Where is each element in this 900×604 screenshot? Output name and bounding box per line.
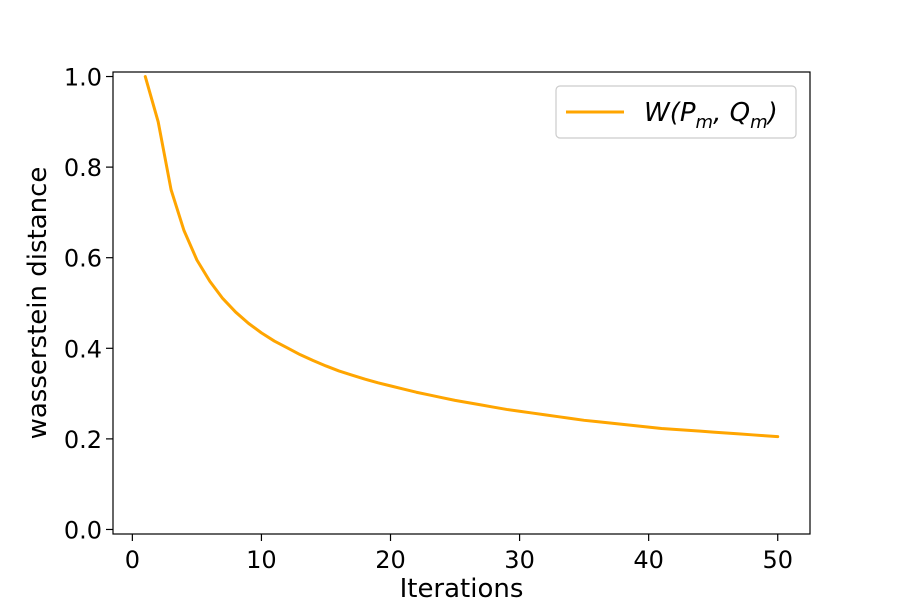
y-tick-label: 0.6 [64, 245, 102, 273]
y-tick-label: 0.2 [64, 426, 102, 454]
x-axis-label: Iterations [400, 574, 524, 600]
y-axis-label: wasserstein distance [23, 167, 53, 440]
legend: W(Pm, Qm) [555, 85, 797, 139]
x-axis-ticks: 0 10 20 30 40 50 [125, 534, 793, 574]
legend-box [555, 85, 797, 139]
x-tick-label: 10 [246, 546, 277, 574]
x-tick-label: 20 [375, 546, 406, 574]
x-tick-label: 50 [762, 546, 793, 574]
x-tick-label: 40 [633, 546, 664, 574]
y-tick-label: 0.4 [64, 335, 102, 363]
y-tick-label: 1.0 [64, 64, 102, 92]
legend-label: W(Pm, Qm) [644, 98, 778, 133]
plot-frame [112, 71, 811, 535]
plot-area [113, 72, 810, 534]
series-line [143, 75, 780, 439]
y-axis-ticks: 0.0 0.2 0.4 0.6 0.8 1.0 [64, 64, 113, 544]
y-tick-label: 0.8 [64, 154, 102, 182]
y-tick-label: 0.0 [64, 516, 102, 544]
x-tick-label: 0 [125, 546, 140, 574]
x-tick-label: 30 [504, 546, 535, 574]
series-layer [143, 75, 780, 439]
